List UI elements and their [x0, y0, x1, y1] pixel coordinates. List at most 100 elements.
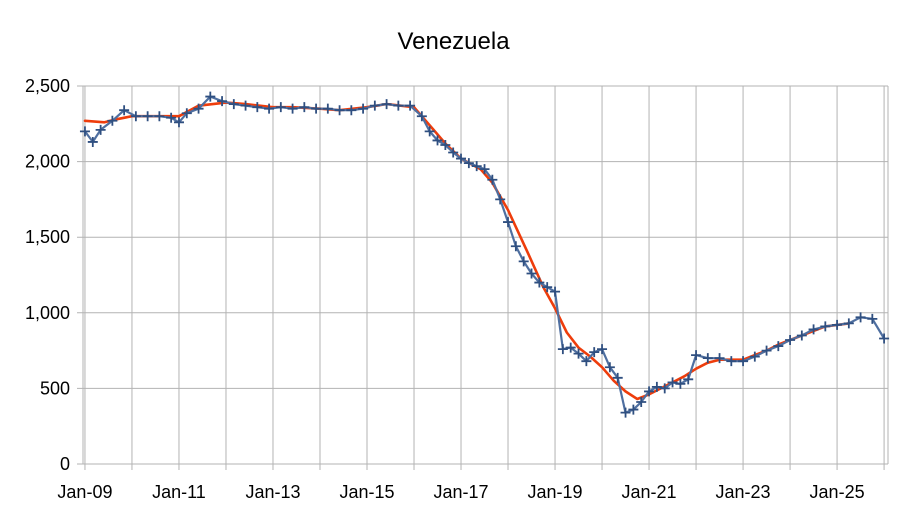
data-point-marker [785, 335, 796, 346]
y-tick-label: 2,500 [25, 76, 70, 96]
data-point-marker [843, 318, 854, 329]
data-point-marker [142, 111, 153, 122]
y-tick-label: 1,000 [25, 303, 70, 323]
data-point-marker [275, 102, 286, 113]
chart-title: Venezuela [397, 28, 510, 55]
data-point-marker [714, 353, 725, 364]
data-point-marker [358, 103, 369, 114]
x-tick-label: Jan-15 [339, 482, 394, 502]
data-point-marker [832, 319, 843, 330]
grid-lines [77, 85, 889, 470]
data-point-marker [855, 312, 866, 323]
data-point-marker [487, 174, 498, 185]
data-point-marker [659, 383, 670, 394]
trend-series-line [83, 101, 851, 401]
data-point-marker [612, 372, 623, 383]
monthly-series-line [83, 95, 886, 414]
data-point-marker [597, 344, 608, 355]
data-point-marker [573, 348, 584, 359]
data-point-marker [287, 103, 298, 114]
x-tick-label: Jan-09 [57, 482, 112, 502]
data-point-marker [322, 103, 333, 114]
data-point-marker [589, 347, 600, 358]
data-point-marker [534, 277, 545, 288]
data-point-marker [773, 341, 784, 352]
data-point-marker [205, 91, 216, 102]
x-tick-label: Jan-21 [622, 482, 677, 502]
data-point-marker [510, 241, 521, 252]
data-point-marker [667, 377, 678, 388]
data-point-marker [456, 153, 467, 164]
data-point-marker [620, 407, 631, 418]
data-point-marker [628, 404, 639, 415]
y-axis-tick-labels: 0 500 1,000 1,500 2,000 2,500 [25, 76, 70, 474]
data-point-marker [181, 108, 192, 119]
y-tick-label: 1,500 [25, 227, 70, 247]
data-point-marker [702, 353, 713, 364]
data-point-marker [448, 147, 459, 158]
data-point-marker [726, 356, 737, 367]
data-point-marker [550, 286, 561, 297]
data-point-marker [405, 100, 416, 111]
data-point-marker [471, 161, 482, 172]
data-point-marker [867, 313, 878, 324]
data-point-marker [173, 117, 184, 128]
data-point-marker [495, 194, 506, 205]
data-point-marker [542, 282, 553, 293]
data-point-marker [440, 139, 451, 150]
data-point-marker [604, 362, 615, 373]
data-point-marker [154, 111, 165, 122]
data-point-marker [240, 100, 251, 111]
data-point-marker [636, 397, 647, 408]
data-point-marker [193, 103, 204, 114]
data-point-marker [424, 126, 435, 137]
data-point-marker [166, 112, 177, 123]
data-point-marker [463, 158, 474, 169]
data-point-marker [761, 345, 772, 356]
data-point-marker [644, 386, 655, 397]
data-point-marker [87, 136, 98, 147]
x-axis-tick-labels: Jan-09 Jan-11 Jan-13 Jan-15 Jan-17 Jan-19 Jan-… [57, 482, 864, 502]
data-point-marker [675, 378, 686, 389]
data-point-marker [299, 102, 310, 113]
data-point-marker [107, 115, 118, 126]
data-point-marker [738, 356, 749, 367]
x-tick-label: Jan-17 [433, 482, 488, 502]
data-point-marker [79, 126, 90, 137]
y-tick-label: 500 [40, 378, 70, 398]
monthly-series-markers [79, 91, 890, 418]
x-tick-label: Jan-25 [810, 482, 865, 502]
data-point-marker [503, 217, 514, 228]
data-point-marker [217, 96, 228, 107]
series-lines [79, 91, 890, 418]
x-tick-label: Jan-13 [245, 482, 300, 502]
data-point-marker [479, 164, 490, 175]
data-point-marker [796, 330, 807, 341]
data-point-marker [130, 111, 141, 122]
data-point-marker [526, 268, 537, 279]
axis-lines [82, 86, 888, 465]
data-point-marker [557, 344, 568, 355]
data-point-marker [879, 333, 890, 344]
data-point-marker [334, 105, 345, 116]
data-point-marker [432, 135, 443, 146]
data-point-marker [581, 356, 592, 367]
data-point-marker [95, 124, 106, 135]
data-point-marker [651, 381, 662, 392]
data-point-marker [565, 342, 576, 353]
data-point-marker [691, 350, 702, 361]
y-tick-label: 0 [60, 454, 70, 474]
x-tick-label: Jan-23 [716, 482, 771, 502]
data-point-marker [311, 103, 322, 114]
data-point-marker [518, 256, 529, 267]
data-point-marker [393, 100, 404, 111]
x-tick-label: Jan-11 [152, 482, 206, 502]
data-point-marker [808, 324, 819, 335]
data-point-marker [820, 321, 831, 332]
data-point-marker [381, 99, 392, 110]
data-point-marker [119, 105, 130, 116]
y-tick-label: 2,000 [25, 152, 70, 172]
data-point-marker [416, 111, 427, 122]
